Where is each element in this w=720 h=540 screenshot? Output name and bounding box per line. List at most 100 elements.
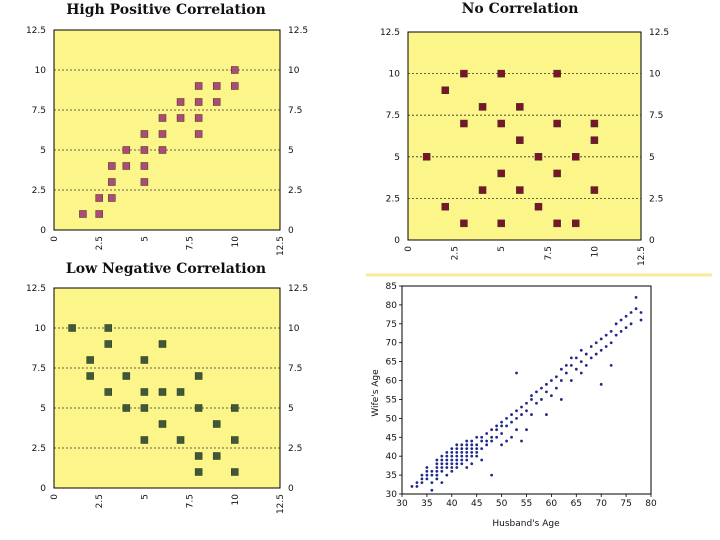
- data-point: [589, 356, 593, 360]
- chart-panel-age-scatter: 30 35 40 45 50 55 60 65 70 75 80 30 35 40 45 50 55 60 65 70…: [366, 273, 712, 532]
- data-point: [455, 462, 459, 466]
- data-point: [480, 447, 484, 451]
- data-point: [445, 454, 449, 458]
- data-point: [430, 481, 434, 485]
- data-point: [176, 98, 185, 106]
- data-point: [140, 436, 149, 444]
- data-point: [422, 153, 431, 161]
- x-tick-label: 75: [620, 499, 631, 509]
- x-tick-label: 12.5: [276, 236, 286, 256]
- data-point: [497, 69, 505, 78]
- data-point: [505, 424, 508, 428]
- y-tick-label: 0: [40, 226, 46, 236]
- data-point: [614, 333, 618, 337]
- data-point: [470, 447, 474, 451]
- data-point: [510, 435, 513, 439]
- data-point: [435, 477, 439, 481]
- data-point: [470, 439, 474, 443]
- data-point: [440, 481, 444, 485]
- data-point: [460, 443, 464, 447]
- data-point: [569, 356, 573, 360]
- data-point: [554, 386, 558, 390]
- data-point: [108, 178, 116, 186]
- y-tick-label: 75: [386, 320, 397, 330]
- data-point: [572, 219, 580, 228]
- data-point: [440, 466, 444, 469]
- data-point: [520, 413, 523, 416]
- data-point: [420, 473, 424, 477]
- data-point: [140, 146, 149, 154]
- data-point: [212, 82, 221, 90]
- data-point: [450, 458, 454, 462]
- data-point: [176, 114, 185, 122]
- y-axis-label: Wife's Age: [371, 369, 381, 417]
- data-point: [176, 388, 185, 396]
- y-tick-label-right: 0: [288, 226, 294, 236]
- data-point: [525, 409, 528, 413]
- y-tick-label-right: 12.5: [288, 284, 308, 294]
- y-tick-label: 10: [35, 324, 47, 334]
- y-tick-label-right: 7.5: [649, 111, 663, 121]
- data-point: [589, 345, 593, 348]
- data-point: [465, 439, 469, 443]
- data-point: [450, 451, 454, 454]
- y-tick-label: 12.5: [26, 26, 46, 36]
- data-point: [485, 439, 489, 443]
- data-point: [465, 466, 469, 469]
- x-tick-label: 0: [404, 246, 414, 252]
- y-tick-label: 7.5: [32, 364, 46, 374]
- data-point: [212, 420, 221, 428]
- data-point: [480, 439, 484, 443]
- y-tick-label: 5: [394, 153, 400, 163]
- y-tick-label: 50: [386, 414, 398, 424]
- x-tick-label: 50: [496, 499, 508, 509]
- data-point: [609, 329, 613, 333]
- data-point: [475, 435, 479, 439]
- data-point: [480, 458, 484, 462]
- chart-title: Low Negative Correlation: [66, 261, 266, 277]
- data-point: [95, 210, 103, 218]
- data-point: [534, 153, 543, 161]
- data-point: [440, 454, 444, 458]
- data-point: [634, 307, 638, 311]
- data-point: [435, 458, 439, 462]
- data-point: [490, 428, 494, 432]
- data-point: [478, 186, 487, 194]
- data-point: [624, 326, 628, 329]
- x-axis-label: Husband's Age: [492, 519, 560, 529]
- y-tick-label: 2.5: [32, 186, 46, 196]
- data-point: [639, 318, 643, 322]
- data-point: [500, 424, 503, 428]
- data-point: [553, 219, 561, 228]
- data-point: [485, 432, 489, 435]
- data-point: [634, 295, 638, 299]
- data-point: [480, 435, 484, 439]
- data-point: [465, 447, 469, 451]
- data-point: [425, 477, 429, 481]
- data-point: [599, 348, 603, 352]
- data-point: [435, 466, 439, 469]
- y-tick-label: 45: [386, 433, 397, 443]
- data-point: [470, 443, 474, 447]
- data-point: [545, 382, 548, 386]
- data-point: [435, 469, 439, 473]
- data-point: [86, 372, 94, 380]
- data-point: [604, 333, 608, 337]
- data-point: [516, 136, 524, 144]
- data-point: [435, 462, 439, 466]
- data-point: [590, 136, 599, 144]
- plot-area: [401, 285, 652, 495]
- y-tick-label: 85: [386, 282, 397, 292]
- y-tick-label: 7.5: [386, 111, 400, 121]
- y-tick-label: 12.5: [380, 28, 400, 38]
- data-point: [495, 424, 499, 428]
- y-tick-label-right: 0: [288, 484, 294, 494]
- data-point: [440, 458, 444, 462]
- y-tick-label-right: 5: [288, 146, 294, 156]
- y-tick-label-right: 0: [649, 236, 655, 246]
- data-point: [470, 462, 474, 466]
- data-point: [545, 413, 548, 416]
- data-point: [430, 473, 434, 477]
- data-point: [530, 413, 533, 416]
- x-tick-label: 7.5: [186, 236, 196, 250]
